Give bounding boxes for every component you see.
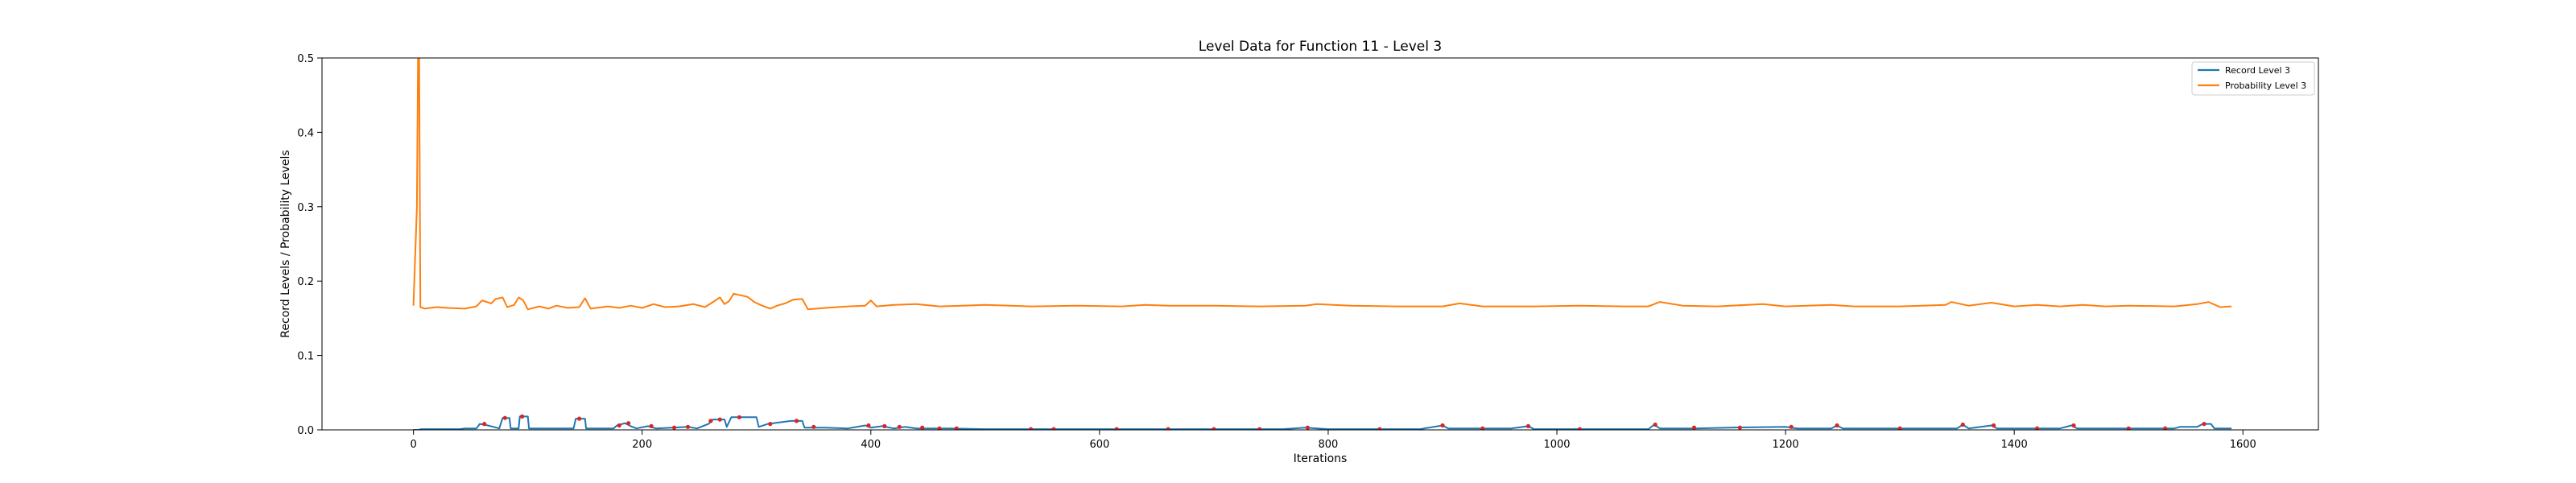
record-point-marker (794, 419, 799, 423)
chart-title: Level Data for Function 11 - Level 3 (1199, 39, 1442, 55)
record-point-marker (1257, 427, 1262, 430)
y-axis: 0.0 0.1 0.2 0.3 0.4 0.5 (297, 53, 322, 437)
legend-label-record-level-3: Record Level 3 (2225, 65, 2290, 76)
record-point-marker (482, 422, 487, 427)
record-point-marker (1051, 427, 1056, 430)
x-tick-label: 800 (1319, 439, 1339, 451)
y-tick-label: 0.1 (297, 351, 314, 363)
record-point-marker (1377, 427, 1382, 430)
record-point-marker (649, 423, 654, 429)
record-point-marker (937, 426, 942, 430)
record-point-marker (520, 414, 525, 419)
record-point-marker (768, 422, 773, 427)
record-point-marker (708, 419, 713, 423)
record-point-marker (1897, 426, 1902, 430)
legend: Record Level 3 Probability Level 3 (2191, 61, 2315, 96)
record-point-marker (954, 426, 959, 430)
plot-content (412, 58, 2232, 430)
x-tick-label: 600 (1089, 439, 1109, 451)
record-point-marker (577, 416, 582, 421)
record-point-marker (882, 423, 887, 429)
record-point-marker (2163, 426, 2168, 430)
record-point-marker (1480, 426, 1485, 430)
plot-frame (321, 57, 2319, 431)
x-tick-label: 1400 (2001, 439, 2028, 451)
x-tick-label: 1200 (1773, 439, 1799, 451)
record-point-marker (1166, 427, 1170, 430)
record-point-marker (1992, 423, 1996, 428)
record-point-marker (2035, 426, 2040, 430)
record-point-marker (1440, 423, 1445, 428)
y-tick-label: 0.2 (297, 276, 314, 288)
record-point-marker (1737, 425, 1742, 430)
y-tick-label: 0.5 (297, 53, 314, 65)
record-point-marker (1691, 425, 1697, 430)
record-point-marker (626, 421, 631, 426)
x-axis-title: Iterations (1294, 452, 1348, 465)
record-point-marker (2202, 422, 2207, 427)
y-tick-label: 0.0 (297, 425, 314, 437)
x-tick-label: 0 (410, 439, 416, 451)
x-tick-label: 400 (861, 439, 881, 451)
record-point-marker (2071, 423, 2076, 428)
record-point-marker (502, 415, 507, 420)
x-tick-label: 200 (632, 439, 652, 451)
record-point-marker (685, 424, 691, 429)
series-line-probability-level-3 (412, 58, 2232, 311)
y-tick-label: 0.4 (297, 127, 314, 139)
record-point-marker (1029, 427, 1034, 430)
record-point-marker (1835, 423, 1839, 428)
legend-box (2191, 61, 2315, 96)
x-axis: 0 200 400 600 800 1000 1200 1400 1600 (410, 430, 2256, 451)
record-point-marker (1653, 422, 1657, 427)
record-point-marker (1960, 422, 1965, 427)
record-point-marker (2126, 426, 2131, 430)
record-point-marker (1577, 427, 1582, 430)
record-point-marker (1789, 424, 1794, 429)
x-tick-label: 1000 (1543, 439, 1570, 451)
record-point-marker (1114, 427, 1119, 430)
record-point-marker (1525, 423, 1531, 429)
record-point-marker (717, 417, 722, 422)
record-point-marker (671, 425, 677, 430)
legend-label-probability-level-3: Probability Level 3 (2225, 80, 2306, 91)
y-tick-label: 0.3 (297, 202, 314, 214)
record-point-marker (920, 425, 925, 430)
record-point-marker (866, 423, 871, 428)
y-axis-title: Record Levels / Probability Levels (279, 150, 292, 337)
record-point-marker (811, 424, 816, 429)
x-tick-label: 1600 (2230, 439, 2256, 451)
record-point-marker (737, 415, 742, 419)
record-point-marker (1212, 427, 1216, 430)
record-point-marker (1305, 425, 1310, 430)
record-point-marker (617, 423, 621, 428)
record-point-marker (897, 424, 902, 429)
